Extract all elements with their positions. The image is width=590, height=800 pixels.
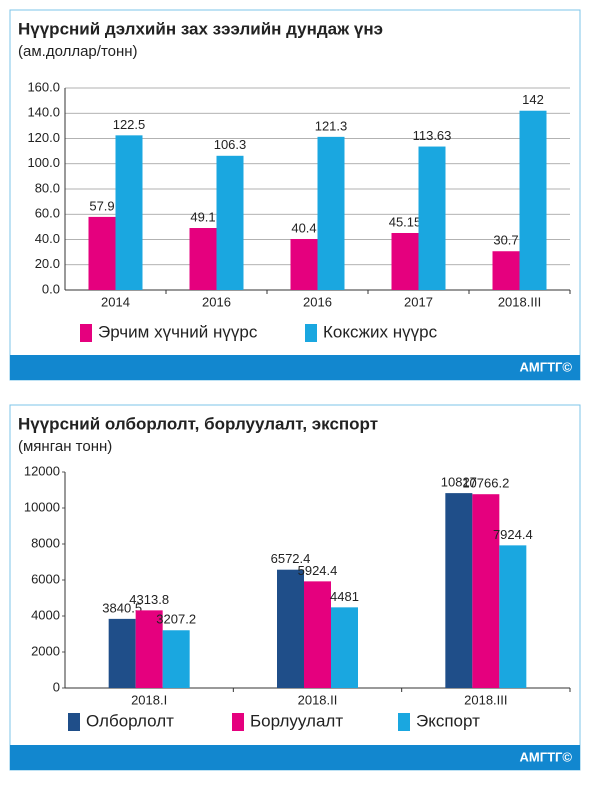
bar bbox=[88, 216, 116, 290]
bar bbox=[317, 136, 345, 290]
bar bbox=[499, 545, 527, 688]
value-label: 3840.5 bbox=[102, 600, 142, 615]
value-label: 113.63 bbox=[413, 128, 452, 143]
y-tick-label: 120.0 bbox=[27, 130, 60, 145]
footer-band bbox=[10, 745, 580, 770]
footer-text: АМГТГ© bbox=[520, 749, 573, 764]
legend-swatch bbox=[305, 324, 317, 342]
legend-label: Эрчим хүчний нүүрс bbox=[98, 322, 258, 341]
value-label: 4313.8 bbox=[129, 592, 169, 607]
chart-title: Нүүрсний олборлолт, борлуулалт, экспорт bbox=[18, 414, 378, 433]
chart-frame bbox=[9, 9, 581, 381]
y-tick-label: 8000 bbox=[31, 535, 60, 550]
bar bbox=[472, 494, 500, 688]
y-tick-label: 2000 bbox=[31, 643, 60, 658]
value-label: 49.1 bbox=[190, 209, 215, 224]
bar bbox=[418, 146, 446, 290]
value-label: 45.15 bbox=[389, 214, 422, 229]
legend-swatch bbox=[80, 324, 92, 342]
x-tick-label: 2014 bbox=[101, 294, 130, 309]
chart-title: Нүүрсний дэлхийн зах зээлийн дундаж үнэ bbox=[18, 19, 383, 38]
value-label: 30.7 bbox=[493, 233, 518, 248]
value-label: 57.9 bbox=[89, 198, 114, 213]
chart-subtitle: (мянган тонн) bbox=[18, 438, 112, 455]
y-tick-label: 80.0 bbox=[35, 180, 60, 195]
x-tick-label: 2017 bbox=[404, 294, 433, 309]
bar bbox=[115, 135, 143, 290]
bar bbox=[216, 155, 244, 290]
y-tick-label: 160.0 bbox=[27, 79, 60, 94]
bar bbox=[290, 238, 318, 290]
y-tick-label: 140.0 bbox=[27, 105, 60, 120]
y-tick-label: 12000 bbox=[24, 463, 60, 478]
value-label: 142 bbox=[522, 92, 544, 107]
y-tick-label: 100.0 bbox=[27, 155, 60, 170]
value-label: 3207.2 bbox=[156, 612, 196, 627]
legend-swatch bbox=[232, 713, 244, 731]
value-label: 6572.4 bbox=[271, 551, 311, 566]
bar bbox=[135, 610, 163, 688]
value-label: 10827 bbox=[441, 475, 477, 490]
value-label: 10766.2 bbox=[462, 476, 509, 491]
y-tick-label: 0.0 bbox=[42, 281, 60, 296]
legend-swatch bbox=[68, 713, 80, 731]
legend-label: Экспорт bbox=[416, 711, 480, 730]
x-tick-label: 2018.III bbox=[464, 692, 507, 707]
x-tick-label: 2018.I bbox=[131, 692, 167, 707]
y-tick-label: 20.0 bbox=[35, 256, 60, 271]
bar bbox=[304, 581, 331, 688]
y-tick-label: 6000 bbox=[31, 571, 60, 586]
y-tick-label: 4000 bbox=[31, 607, 60, 622]
y-tick-label: 60.0 bbox=[35, 206, 60, 221]
footer-band bbox=[10, 355, 580, 380]
x-tick-label: 2016 bbox=[303, 294, 332, 309]
bar bbox=[445, 493, 473, 688]
value-label: 122.5 bbox=[113, 117, 146, 132]
footer-text: АМГТГ© bbox=[520, 359, 573, 374]
value-label: 4481 bbox=[330, 589, 359, 604]
value-label: 40.4 bbox=[291, 220, 316, 235]
bar bbox=[391, 232, 419, 290]
bar bbox=[108, 618, 136, 688]
value-label: 121.3 bbox=[315, 118, 348, 133]
y-tick-label: 10000 bbox=[24, 499, 60, 514]
legend-label: Борлуулалт bbox=[250, 711, 343, 730]
chart-subtitle: (ам.доллар/тонн) bbox=[18, 43, 138, 60]
bar bbox=[162, 630, 190, 688]
x-tick-label: 2016 bbox=[202, 294, 231, 309]
y-tick-label: 0 bbox=[53, 679, 60, 694]
legend-label: Коксжих нүүрс bbox=[323, 322, 438, 341]
x-tick-label: 2018.III bbox=[498, 294, 541, 309]
x-tick-label: 2018.II bbox=[298, 692, 338, 707]
bar bbox=[519, 110, 547, 290]
legend-label: Олборлолт bbox=[86, 711, 174, 730]
value-label: 7924.4 bbox=[493, 527, 533, 542]
y-tick-label: 40.0 bbox=[35, 231, 60, 246]
bar bbox=[331, 607, 358, 688]
legend-swatch bbox=[398, 713, 410, 731]
bar bbox=[492, 251, 520, 290]
bar bbox=[277, 569, 304, 688]
bar bbox=[189, 228, 217, 290]
value-label: 106.3 bbox=[214, 137, 247, 152]
value-label: 5924.4 bbox=[298, 563, 338, 578]
